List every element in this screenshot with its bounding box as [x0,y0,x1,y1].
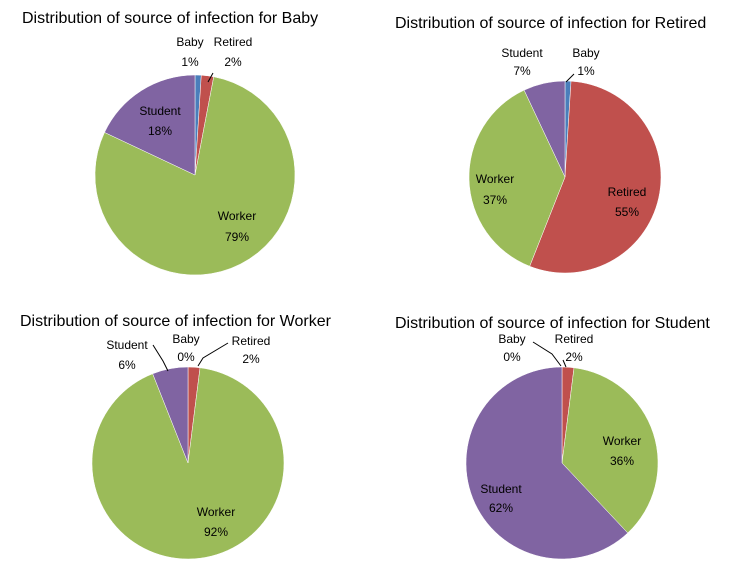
slice-value-retired: 2% [242,352,260,366]
pie-slice-student [104,74,196,176]
slice-label-baby: Baby [172,332,199,346]
chart-title: Distribution of source of infection for … [20,313,331,330]
slice-value-student: 62% [489,501,513,515]
pie-chart-retired: Distribution of source of infection for … [377,0,754,288]
chart-title: Distribution of source of infection for … [395,315,710,332]
leader-line-retired [197,342,229,367]
pie-slice-worker [94,76,296,276]
pie-slice-retired [529,80,662,274]
pie-svg: Baby 1% Retired 2% Worker 79% Student 18% [94,35,296,276]
slice-value-retired: 2% [224,55,242,69]
slice-value-baby: 0% [177,350,195,364]
leader-line-student [152,344,169,372]
leader-line-baby [565,73,575,83]
pie-slice-worker [468,89,566,267]
pie-slice-student [152,366,189,464]
slice-value-worker: 92% [204,525,228,539]
pie-slice-worker [91,367,285,560]
slice-label-baby: Baby [572,46,599,60]
slice-value-worker: 36% [610,454,634,468]
slice-label-retired: Retired [214,35,253,49]
pie-svg: Baby 1% Retired 55% Worker 37% Student 7% [468,46,662,274]
slice-value-retired: 55% [615,205,639,219]
slice-value-baby: 1% [181,55,199,69]
slice-label-retired: Retired [232,334,271,348]
slice-value-student: 7% [513,64,531,78]
slice-label-worker: Worker [476,172,514,186]
slice-label-retired: Retired [555,332,594,346]
slice-value-worker: 79% [225,230,249,244]
pie-slice-student [465,366,629,560]
slice-value-baby: 1% [577,64,595,78]
slice-label-student: Student [139,104,181,118]
slice-value-baby: 0% [503,350,521,364]
leader-line-baby [532,341,562,367]
pie-svg: Baby 0% Retired 2% Worker 92% Student 6% [91,332,285,560]
slice-label-student: Student [501,46,543,60]
pie-slice-worker [561,367,659,534]
slice-label-worker: Worker [197,505,235,519]
slice-value-worker: 37% [483,193,507,207]
slice-label-baby: Baby [176,35,203,49]
slice-value-retired: 2% [565,350,583,364]
pie-chart-worker: Distribution of source of infection for … [0,288,377,576]
chart-title: Distribution of source of infection for … [22,10,319,27]
chart-title: Distribution of source of infection for … [395,15,707,32]
leader-line-retired [562,359,567,368]
pie-slice-student [523,80,566,178]
slice-label-baby: Baby [498,332,525,346]
leader-line-retired [207,72,214,83]
slice-label-worker: Worker [603,434,641,448]
slice-label-worker: Worker [218,209,256,223]
pie-chart-baby: Distribution of source of infection for … [0,0,377,288]
slice-label-student: Student [106,338,148,352]
slice-value-student: 18% [148,124,172,138]
slice-label-student: Student [480,482,522,496]
pie-chart-student: Distribution of source of infection for … [377,288,754,576]
slice-label-retired: Retired [608,185,647,199]
pie-svg: Baby 0% Retired 2% Worker 36% Student 62% [465,332,659,560]
slice-value-student: 6% [118,358,136,372]
